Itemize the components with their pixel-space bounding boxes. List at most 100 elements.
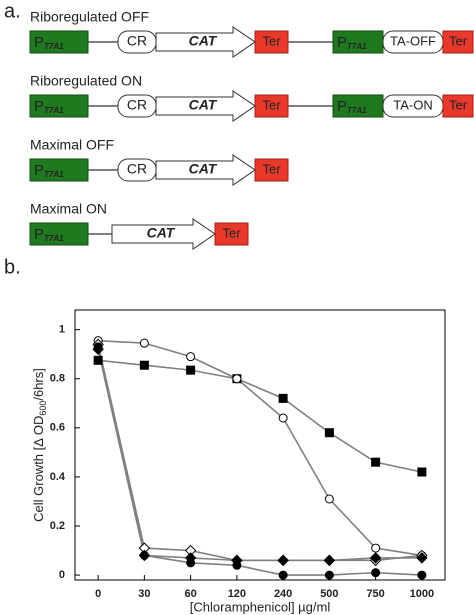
- marker: [324, 428, 334, 438]
- terminator-label: Ter: [262, 97, 281, 112]
- y-tick-label: 0.6: [50, 422, 65, 434]
- promoter: [29, 30, 89, 54]
- series-line: [98, 339, 423, 557]
- marker: [278, 393, 288, 403]
- x-tick-label: 500: [320, 588, 338, 600]
- promoter-sub: T7A1: [44, 106, 64, 115]
- marker: [93, 342, 103, 352]
- y-tick-label: 0.2: [50, 520, 65, 532]
- marker: [371, 457, 381, 467]
- x-tick-label: 240: [274, 588, 292, 600]
- terminator: [254, 30, 289, 54]
- marker: [324, 570, 334, 580]
- terminator: [214, 222, 249, 246]
- marker: [371, 568, 381, 578]
- marker: [417, 570, 427, 580]
- construct-title: Maximal ON: [30, 201, 107, 217]
- promoter-sub: T7A1: [347, 106, 367, 115]
- y-axis-label: Cell Growth [Δ OD600/6hrs]: [31, 368, 48, 522]
- promoter-main: P: [34, 98, 44, 115]
- marker: [278, 570, 288, 580]
- cds-label: CAT: [189, 97, 218, 113]
- marker: [186, 352, 196, 362]
- series-line: [98, 359, 423, 473]
- marker: [371, 543, 381, 553]
- terminator-label: Ter: [449, 33, 468, 48]
- x-tick-label: 0: [95, 588, 101, 600]
- promoter-main: P: [337, 98, 347, 115]
- promoter: [29, 94, 89, 118]
- construct-title: Riboregulated OFF: [30, 9, 149, 25]
- x-tick-label: 750: [366, 588, 384, 600]
- cds-arrow: [111, 218, 216, 250]
- cr-label: CR: [127, 97, 147, 113]
- y-tick-label: 1: [59, 324, 65, 336]
- marker: [417, 467, 427, 477]
- x-tick-label: 1000: [410, 588, 434, 600]
- promoter-main: P: [34, 162, 44, 179]
- terminator-label: Ter: [262, 161, 281, 176]
- promoter-label: PT7A1: [34, 98, 64, 115]
- marker: [93, 355, 103, 365]
- marker: [139, 550, 149, 560]
- promoter-sub: T7A1: [44, 170, 64, 179]
- cds-label: CAT: [147, 225, 176, 241]
- promoter-main: P: [337, 34, 347, 51]
- cr-label: CR: [127, 161, 147, 177]
- promoter-sub: T7A1: [44, 42, 64, 51]
- y-label-sub: 600: [38, 401, 48, 416]
- marker: [186, 558, 196, 568]
- x-tick-label: 120: [228, 588, 246, 600]
- marker: [416, 552, 428, 564]
- terminator: [254, 94, 289, 118]
- marker: [277, 554, 289, 567]
- terminator-label: Ter: [449, 97, 468, 112]
- terminator-label: Ter: [262, 33, 281, 48]
- construct: PT7A1 CR CAT Ter PT7A1 TA-OFF Ter: [29, 26, 474, 58]
- y-tick-label: 0.4: [50, 471, 66, 483]
- y-tick-label: 0: [59, 569, 65, 581]
- promoter-label: PT7A1: [34, 226, 64, 243]
- marker: [369, 552, 382, 564]
- cds-arrow: [155, 90, 256, 122]
- marker: [139, 338, 149, 348]
- y-tick-label: 0.8: [50, 373, 65, 385]
- series-line: [97, 346, 422, 576]
- y-label-main: Cell Growth [Δ OD: [31, 416, 46, 522]
- promoter-main: P: [34, 226, 44, 243]
- marker: [324, 494, 334, 504]
- cds-label: CAT: [189, 33, 218, 49]
- promoter: [29, 222, 89, 246]
- ta-label: TA-OFF: [390, 33, 436, 48]
- marker: [323, 554, 336, 567]
- series-line: [97, 349, 422, 562]
- panel-label: b.: [4, 256, 21, 278]
- series-line: [97, 344, 422, 562]
- construct-title: Maximal OFF: [30, 137, 114, 153]
- cds-arrow: [155, 26, 256, 58]
- construct: PT7A1 CR CAT Ter PT7A1 TA-ON Ter: [29, 90, 474, 122]
- terminator-label: Ter: [222, 225, 241, 240]
- y-label-tail: /6hrs]: [31, 368, 46, 401]
- promoter-label: PT7A1: [337, 34, 367, 51]
- ta-label: TA-ON: [393, 97, 432, 112]
- plot-frame: [74, 309, 446, 581]
- construct: PT7A1 CR CAT Ter: [29, 154, 289, 186]
- cds-label: CAT: [189, 161, 218, 177]
- terminator: [254, 158, 289, 182]
- panel-label: a.: [4, 0, 21, 22]
- terminator: [442, 30, 474, 54]
- cds-arrow: [155, 154, 256, 186]
- x-axis-label: [Chloramphenicol] µg/ml: [190, 599, 331, 614]
- promoter-sub: T7A1: [347, 42, 367, 51]
- marker: [232, 374, 242, 384]
- promoter-main: P: [34, 34, 44, 51]
- marker: [232, 560, 242, 570]
- promoter: [29, 158, 89, 182]
- x-tick-label: 60: [185, 588, 197, 600]
- construct-title: Riboregulated ON: [30, 73, 142, 89]
- construct: PT7A1 CAT Ter: [29, 218, 249, 250]
- cr-label: CR: [127, 33, 147, 49]
